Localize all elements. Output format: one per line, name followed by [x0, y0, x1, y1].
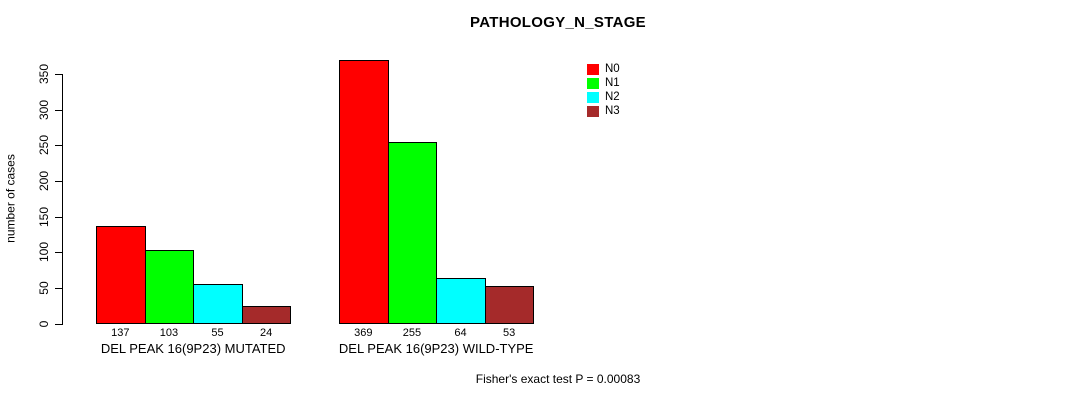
legend-label: N3: [605, 105, 620, 117]
y-tick-label: 350: [37, 63, 51, 85]
y-tick-label: 50: [37, 281, 51, 295]
legend-swatch-n1: [587, 77, 599, 89]
y-tick-label: 300: [37, 99, 51, 120]
y-tick-mark: [55, 180, 62, 182]
y-tick-mark: [55, 109, 62, 111]
bar-n1-group2: [387, 141, 438, 325]
y-tick-mark: [55, 216, 62, 218]
legend-swatch-n2: [587, 91, 599, 103]
legend-swatch-n0: [587, 63, 599, 75]
bar-n0-group1: [96, 225, 146, 325]
legend-label: N2: [605, 91, 620, 103]
y-tick-label: 150: [37, 206, 51, 227]
legend-item: N1: [587, 76, 620, 90]
chart-title: PATHOLOGY_N_STAGE: [470, 14, 646, 31]
legend-item: N3: [587, 104, 620, 118]
y-tick-mark: [55, 252, 62, 254]
y-tick-mark: [55, 74, 62, 75]
bar-n2-group2: [436, 277, 486, 325]
bar-value-label: 369: [354, 327, 373, 339]
bar-value-label: 53: [502, 327, 516, 339]
stat-test-annotation: Fisher's exact test P = 0.00083: [475, 372, 641, 386]
group-label: DEL PEAK 16(9P23) MUTATED: [100, 341, 286, 356]
bar-n2-group1: [193, 284, 243, 325]
legend-label: N1: [605, 77, 620, 89]
legend-item: N0: [587, 62, 620, 76]
y-tick-mark: [55, 287, 62, 289]
y-tick-label: 200: [37, 170, 51, 191]
bar-n0-group2: [339, 60, 389, 325]
y-axis-line: [62, 74, 63, 325]
y-tick-label: 250: [37, 135, 51, 156]
bar-n3-group1: [241, 306, 292, 325]
bar-n1-group1: [144, 250, 195, 325]
legend: N0 N1 N2 N3: [587, 62, 620, 118]
bar-value-label: 55: [211, 327, 224, 339]
legend-swatch-n3: [587, 105, 599, 117]
y-tick-label: 100: [37, 242, 51, 263]
bar-value-label: 64: [454, 327, 467, 339]
y-tick-mark: [55, 145, 62, 147]
bar-value-label: 103: [159, 327, 179, 339]
legend-label: N0: [605, 63, 620, 75]
bar-value-label: 24: [259, 327, 273, 339]
y-tick-mark: [55, 323, 62, 325]
legend-item: N2: [587, 90, 620, 104]
group-label: DEL PEAK 16(9P23) WILD-TYPE: [338, 341, 534, 356]
bar-value-label: 255: [402, 327, 422, 339]
y-tick-label: 0: [37, 320, 51, 327]
bar-n3-group2: [484, 285, 535, 325]
bar-value-label: 137: [111, 327, 130, 339]
